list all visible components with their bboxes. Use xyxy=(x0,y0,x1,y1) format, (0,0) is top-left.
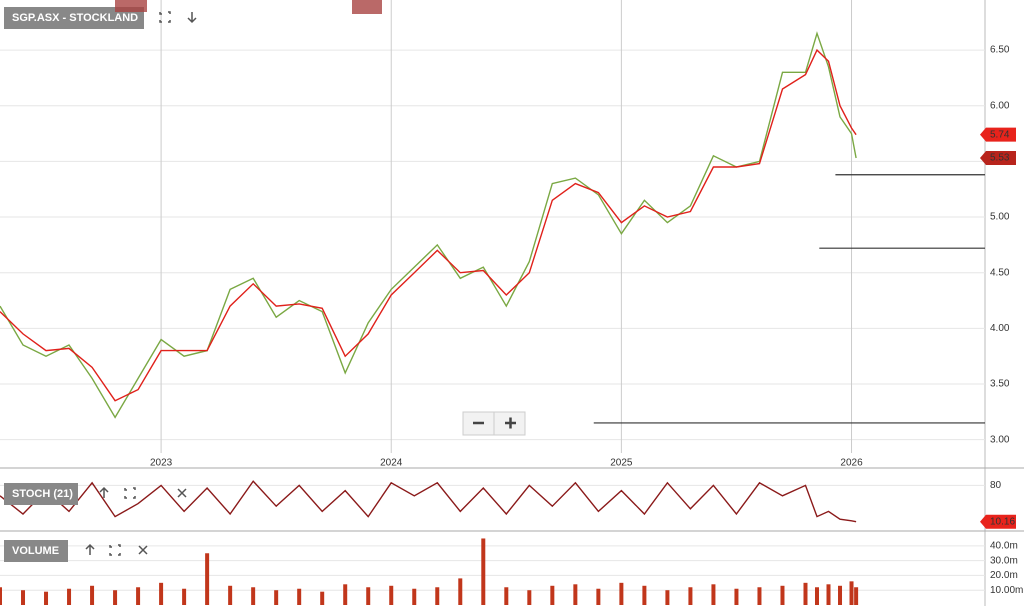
bar xyxy=(21,590,26,605)
x-tick-label: 2023 xyxy=(150,458,173,469)
bar xyxy=(320,591,325,605)
bar xyxy=(412,588,417,605)
bar xyxy=(228,585,233,605)
bar xyxy=(573,584,578,605)
bar xyxy=(274,590,279,605)
y-tick-label: 4.00 xyxy=(990,323,1010,334)
y-tick-label: 3.00 xyxy=(990,434,1010,445)
chart-title: SGP.ASX - STOCKLAND xyxy=(12,12,138,24)
series-line xyxy=(0,48,857,402)
title-box xyxy=(4,7,144,29)
y-tick-label: 3.50 xyxy=(990,379,1010,390)
x-tick-label: 2026 xyxy=(840,458,863,469)
value-label: 5.74 xyxy=(990,129,1010,140)
bar xyxy=(826,584,831,605)
bar xyxy=(814,587,819,605)
bar xyxy=(435,587,440,605)
bar xyxy=(251,587,256,605)
panel-title: STOCH (21) xyxy=(12,488,73,500)
bar xyxy=(159,582,164,605)
y-tick-label: 4.50 xyxy=(990,267,1010,278)
bar xyxy=(854,587,859,605)
toolbar-icons[interactable] xyxy=(85,11,197,556)
series-line xyxy=(0,480,857,523)
bar xyxy=(803,582,808,605)
bar xyxy=(90,585,95,605)
bar xyxy=(44,591,49,605)
y-tick-label: 80 xyxy=(990,480,1002,491)
bar xyxy=(838,585,843,605)
value-label: 5.53 xyxy=(990,153,1010,164)
y-tick-label: 40.0m xyxy=(990,541,1018,552)
y-tick-label: 6.50 xyxy=(990,45,1010,56)
bar xyxy=(619,582,624,605)
marker xyxy=(352,0,382,14)
title-box xyxy=(4,483,78,505)
value-label: 10.16 xyxy=(990,516,1015,527)
marker xyxy=(115,0,147,12)
bar xyxy=(688,587,693,605)
bar xyxy=(711,584,716,605)
value-badge xyxy=(980,151,1016,166)
bar xyxy=(734,588,739,605)
bar xyxy=(504,587,509,605)
value-badge xyxy=(980,514,1016,529)
bar xyxy=(366,587,371,605)
bar xyxy=(136,587,141,605)
y-tick-label: 30.0m xyxy=(990,555,1018,566)
y-tick-label: 10.00m xyxy=(990,585,1023,596)
bar xyxy=(596,588,601,605)
bar xyxy=(642,585,647,605)
x-tick-label: 2025 xyxy=(610,458,633,469)
bar xyxy=(849,581,854,605)
y-tick-label: 6.00 xyxy=(990,100,1010,111)
bar xyxy=(757,587,762,605)
bar xyxy=(343,584,348,605)
bar xyxy=(458,578,463,605)
x-tick-label: 2024 xyxy=(380,458,403,469)
bar xyxy=(780,585,785,605)
bar xyxy=(389,585,394,605)
bar xyxy=(665,590,670,605)
title-box xyxy=(4,540,68,562)
y-tick-label: 20.0m xyxy=(990,570,1018,581)
bar xyxy=(205,553,210,605)
bar xyxy=(481,538,486,605)
bar xyxy=(113,590,118,605)
series-line xyxy=(0,31,857,419)
bar xyxy=(297,588,302,605)
y-tick-label: 5.00 xyxy=(990,212,1010,223)
value-badge xyxy=(980,127,1016,142)
bar xyxy=(0,587,2,605)
bar xyxy=(67,588,72,605)
bar xyxy=(550,585,555,605)
bar xyxy=(182,588,187,605)
panel-title: VOLUME xyxy=(12,545,59,557)
bar xyxy=(527,590,532,605)
zoom-control[interactable] xyxy=(462,411,526,436)
